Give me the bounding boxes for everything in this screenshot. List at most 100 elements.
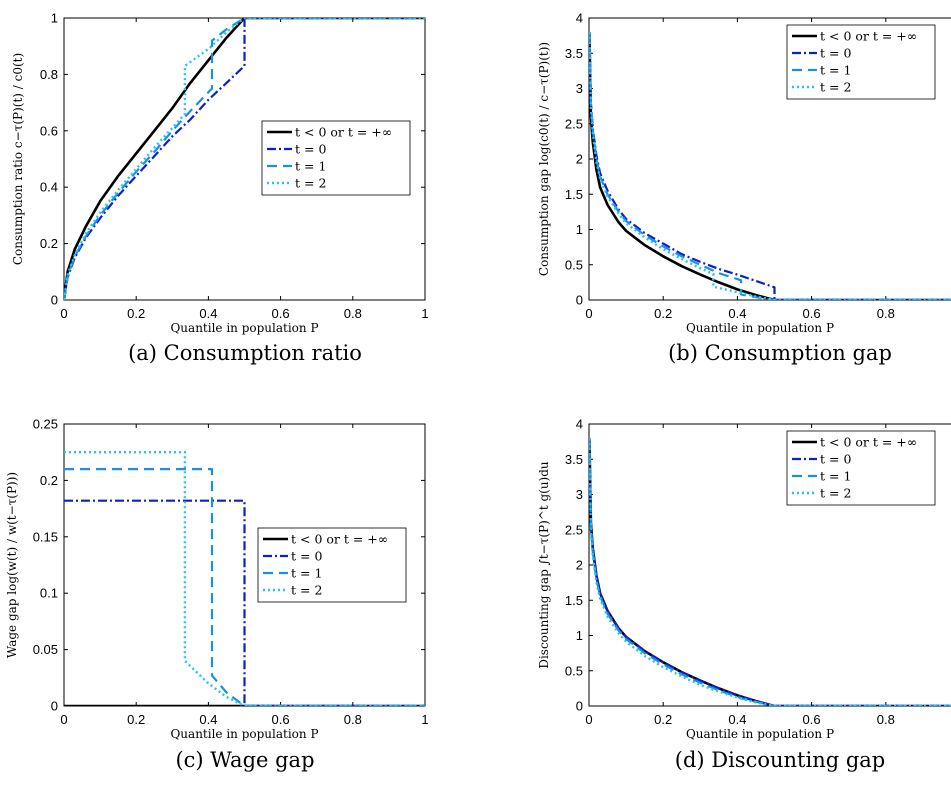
y-tick-label: 1 <box>51 11 58 26</box>
y-tick-label: 0.1 <box>40 586 58 601</box>
y-tick-label: 3 <box>576 81 583 96</box>
legend-box <box>261 120 411 196</box>
y-tick-label: 0.2 <box>40 236 58 251</box>
legend-box <box>786 430 936 506</box>
y-tick-label: 0.2 <box>40 473 58 488</box>
series-line-1 <box>64 18 425 300</box>
x-tick-label: 0 <box>60 306 67 321</box>
x-tick-label: 0.8 <box>344 712 362 727</box>
x-tick-label: 1 <box>421 712 428 727</box>
x-tick-label: 0.4 <box>199 306 217 321</box>
series-line-1 <box>589 32 951 300</box>
y-tick-label: 0.5 <box>565 663 583 678</box>
series-group <box>589 32 951 300</box>
y-axis-label: Consumption gap log(c0(t) / c−τ(P)(t)) <box>537 42 551 276</box>
y-tick-label: 3.5 <box>565 452 583 467</box>
y-tick-label: 1.5 <box>565 187 583 202</box>
series-line-4 <box>64 18 425 300</box>
legend-label-2: t = 0 <box>820 452 851 467</box>
y-axis-label: Wage gap log(w(t) / w(t−τ(P))) <box>5 472 19 658</box>
x-tick-label: 0.2 <box>654 306 672 321</box>
x-tick-label: 0 <box>585 306 592 321</box>
legend-label-2: t = 0 <box>820 46 851 61</box>
legend-label-1: t < 0 or t = +∞ <box>295 125 392 140</box>
x-tick-label: 0.8 <box>344 306 362 321</box>
chart-panel-2: 00.20.40.60.8100.511.522.533.54Quantile … <box>537 11 951 365</box>
y-tick-label: 1 <box>576 628 583 643</box>
y-tick-label: 0.8 <box>40 67 58 82</box>
legend-label-2: t = 0 <box>295 142 326 157</box>
y-tick-label: 3.5 <box>565 46 583 61</box>
y-tick-label: 3 <box>576 487 583 502</box>
series-line-2 <box>589 32 951 300</box>
x-tick-label: 0.4 <box>728 712 746 727</box>
series-line-4 <box>589 32 951 300</box>
legend: t < 0 or t = +∞ t = 0 t = 1 t = 2 <box>257 527 407 603</box>
x-tick-label: 0.2 <box>654 712 672 727</box>
series-line-3 <box>589 32 951 300</box>
y-tick-label: 2.5 <box>565 116 583 131</box>
y-tick-label: 0.25 <box>33 417 58 432</box>
x-tick-label: 1 <box>421 306 428 321</box>
y-tick-label: 0 <box>576 699 583 714</box>
series-line-3 <box>64 18 425 300</box>
y-tick-label: 0 <box>51 293 58 308</box>
legend: t < 0 or t = +∞ t = 0 t = 1 t = 2 <box>261 120 411 196</box>
panel-caption: (c) Wage gap <box>175 748 314 772</box>
legend-label-1: t < 0 or t = +∞ <box>820 435 917 450</box>
legend-label-3: t = 1 <box>295 159 326 174</box>
x-tick-label: 0 <box>60 712 67 727</box>
x-tick-label: 0.6 <box>803 712 821 727</box>
legend-label-4: t = 2 <box>820 80 851 95</box>
y-tick-label: 0.05 <box>33 642 58 657</box>
y-tick-label: 0 <box>51 699 58 714</box>
y-tick-label: 0.15 <box>33 529 58 544</box>
legend-label-4: t = 2 <box>295 176 326 191</box>
legend-label-1: t < 0 or t = +∞ <box>291 532 388 547</box>
y-tick-label: 2 <box>576 152 583 167</box>
panel-caption: (a) Consumption ratio <box>128 341 362 365</box>
y-tick-label: 4 <box>576 11 583 26</box>
legend-box <box>257 527 407 603</box>
series-group <box>64 451 425 706</box>
panel-caption: (d) Discounting gap <box>675 748 886 772</box>
x-tick-label: 0.6 <box>803 306 821 321</box>
series-line-2 <box>64 499 425 706</box>
x-tick-label: 0.2 <box>127 712 145 727</box>
legend-label-4: t = 2 <box>820 486 851 501</box>
legend-box <box>786 24 936 100</box>
x-tick-label: 0.6 <box>272 712 290 727</box>
series-line-4 <box>64 451 425 706</box>
x-tick-label: 0.6 <box>272 306 290 321</box>
y-tick-label: 0.5 <box>565 257 583 272</box>
legend: t < 0 or t = +∞ t = 0 t = 1 t = 2 <box>786 24 936 100</box>
legend: t < 0 or t = +∞ t = 0 t = 1 t = 2 <box>786 430 936 506</box>
x-tick-label: 0.4 <box>728 306 746 321</box>
x-tick-label: 0.8 <box>877 712 895 727</box>
chart-panel-4: 00.20.40.60.8100.511.522.533.54Quantile … <box>537 417 951 772</box>
x-tick-label: 0.4 <box>199 712 217 727</box>
chart-panel-1: 0 0.2 0.4 0.6 0.8 1 0 0.2 0.4 0.6 0.8 1 Quantile in … <box>11 11 429 366</box>
chart-panel-3: 0 0.2 0.4 0.6 0.8 1 0 0.05 0.1 0.15 0.2 0.25 Quantil… <box>5 417 429 773</box>
legend-label-3: t = 1 <box>820 469 851 484</box>
y-axis-label: Discounting gap ∫t−τ(P)^t g(u)du <box>537 461 551 669</box>
panel-caption: (b) Consumption gap <box>668 341 892 365</box>
series-group <box>64 18 425 300</box>
y-tick-label: 1 <box>576 222 583 237</box>
y-tick-label: 0.6 <box>40 123 58 138</box>
y-tick-label: 0 <box>576 293 583 308</box>
x-axis-label: Quantile in population P <box>686 727 834 741</box>
legend-label-2: t = 0 <box>291 549 322 564</box>
x-axis-label: Quantile in population P <box>686 321 834 335</box>
x-tick-label: 0.8 <box>877 306 895 321</box>
x-axis-label: Quantile in population P <box>170 727 318 741</box>
y-tick-label: 1.5 <box>565 593 583 608</box>
legend-label-1: t < 0 or t = +∞ <box>820 29 917 44</box>
y-tick-label: 4 <box>576 417 583 432</box>
y-tick-label: 2 <box>576 558 583 573</box>
series-group <box>589 438 951 706</box>
x-tick-label: 0 <box>585 712 592 727</box>
y-tick-label: 2.5 <box>565 522 583 537</box>
legend-label-4: t = 2 <box>291 583 322 598</box>
